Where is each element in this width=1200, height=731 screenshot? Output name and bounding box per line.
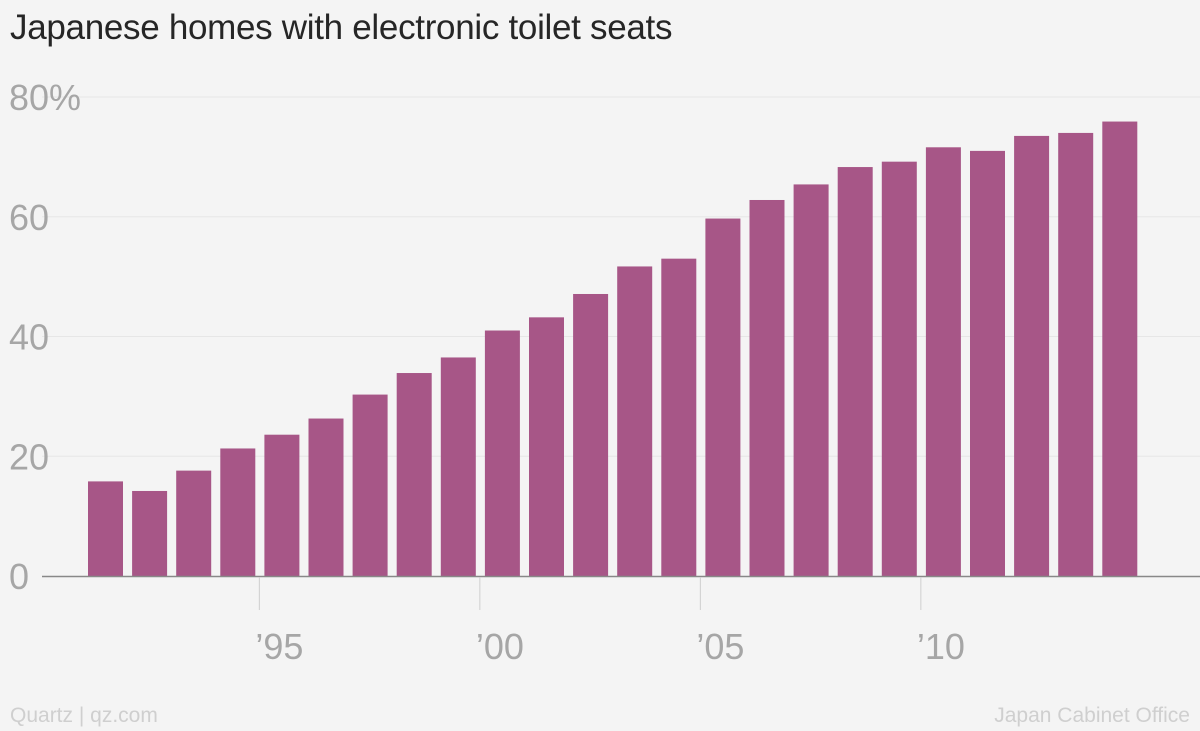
source-text: Japan Cabinet Office [994,704,1190,727]
y-tick-label: 20 [9,436,49,477]
chart-title: Japanese homes with electronic toilet se… [10,8,673,47]
x-tick-labels: ’95 ’00 ’05 ’10 [255,626,965,667]
bar-2011 [970,150,1005,576]
bar-1995 [264,434,300,576]
bar-1994 [220,448,256,576]
y-tick-label: 40 [9,317,49,358]
bars [88,121,1138,577]
bar-2014 [1102,121,1138,576]
x-tick-label: ’10 [917,626,965,667]
bar-1992 [132,490,168,576]
y-tick-label: 0 [9,556,29,597]
x-axis [42,575,1200,610]
bar-1991 [88,481,123,576]
bar-2007 [793,184,829,577]
x-tick-label: ’95 [255,626,303,667]
y-tick-label: 60 [9,197,49,238]
bar-1998 [396,373,432,576]
bar-1996 [308,418,344,576]
bar-2008 [837,167,873,576]
bar-1997 [352,394,388,576]
bar-2005 [705,218,741,576]
x-tick-label: ’05 [696,626,744,667]
bar-2004 [661,258,697,576]
bar-1993 [176,470,212,576]
bar-2001 [529,317,564,576]
bar-2010 [925,147,961,577]
bar-2012 [1014,135,1050,576]
credit-text: Quartz | qz.com [10,704,158,727]
bar-2006 [749,199,785,577]
bar-2000 [484,330,520,576]
bar-2002 [573,293,609,576]
bar-2013 [1058,132,1094,577]
bar-1999 [440,357,476,576]
y-tick-label: 80% [9,77,81,118]
bar-2003 [617,266,653,576]
x-tick-label: ’00 [476,626,524,667]
y-tick-labels: 0 20 40 60 80% [9,77,81,597]
bar-2009 [881,161,917,577]
